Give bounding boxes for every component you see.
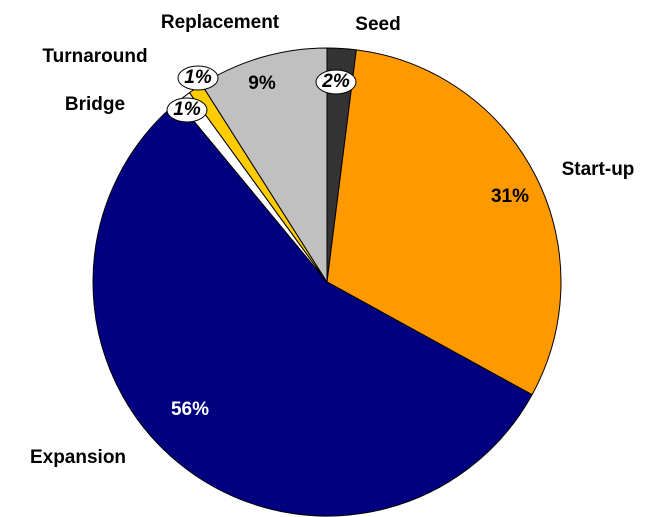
- value-label: 1%: [173, 99, 201, 120]
- pie-slice: [92, 100, 533, 517]
- pie-slice: [326, 49, 562, 396]
- value-label-bubble: [177, 65, 219, 91]
- category-label: Bridge: [65, 94, 125, 115]
- value-label-bubble: [315, 69, 357, 95]
- value-label: 9%: [248, 73, 276, 94]
- category-label: Expansion: [30, 447, 126, 468]
- category-label: Turnaround: [42, 46, 147, 67]
- value-label: 1%: [184, 67, 212, 88]
- value-label: 2%: [321, 71, 350, 92]
- category-label: Seed: [355, 14, 400, 35]
- category-label: Start-up: [562, 159, 635, 180]
- value-label: 56%: [171, 399, 209, 420]
- value-label: 31%: [491, 186, 529, 207]
- value-label-bubble: [166, 97, 208, 123]
- category-label: Replacement: [161, 12, 280, 33]
